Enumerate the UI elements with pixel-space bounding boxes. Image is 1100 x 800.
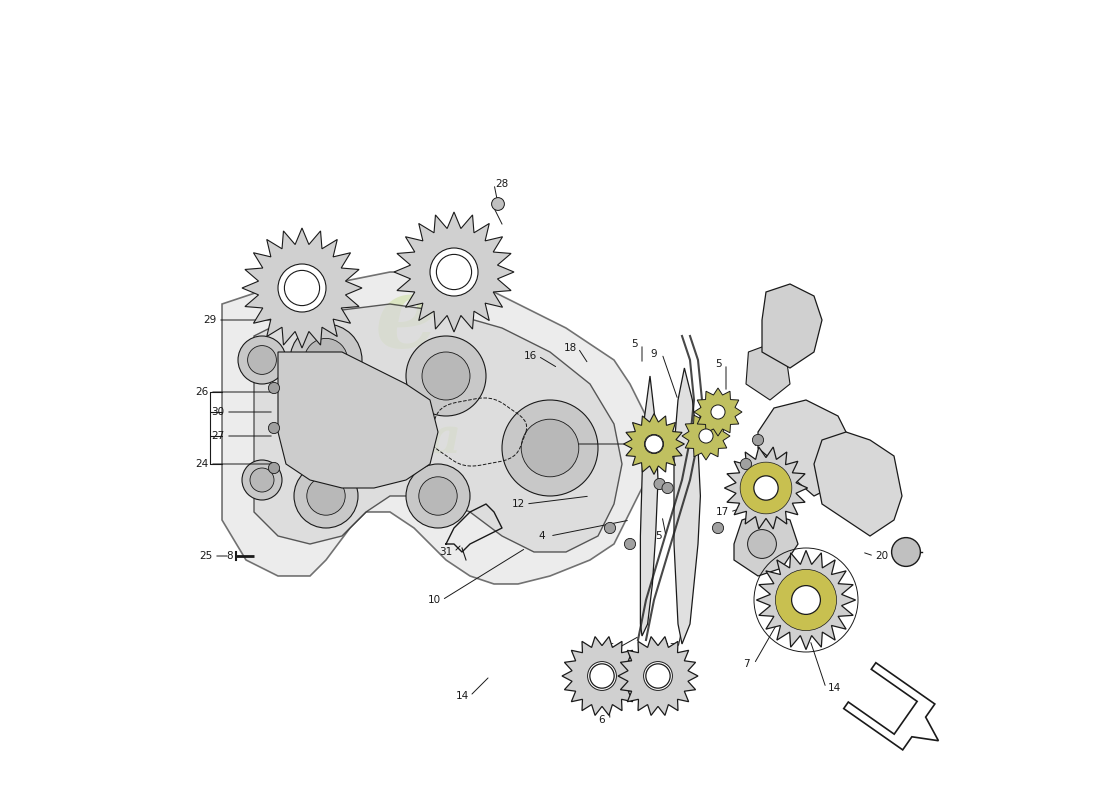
Circle shape	[248, 346, 276, 374]
Circle shape	[604, 522, 616, 534]
Circle shape	[285, 270, 320, 306]
Text: 4: 4	[539, 531, 546, 541]
Circle shape	[740, 458, 751, 470]
Circle shape	[250, 468, 274, 492]
Text: 16: 16	[524, 351, 537, 361]
Text: 18: 18	[563, 343, 576, 353]
Polygon shape	[682, 412, 730, 460]
Text: 6: 6	[598, 715, 605, 725]
Circle shape	[419, 477, 458, 515]
Circle shape	[294, 464, 358, 528]
Circle shape	[268, 422, 279, 434]
Polygon shape	[640, 376, 658, 636]
Circle shape	[713, 522, 724, 534]
Text: 20: 20	[876, 551, 889, 561]
Circle shape	[587, 662, 616, 690]
Polygon shape	[758, 400, 854, 496]
Circle shape	[492, 198, 505, 210]
Circle shape	[711, 405, 725, 419]
Circle shape	[406, 464, 470, 528]
Text: 5: 5	[630, 339, 637, 349]
Text: 5: 5	[715, 359, 722, 369]
Text: 2: 2	[559, 439, 565, 449]
Polygon shape	[725, 447, 807, 529]
Text: 14: 14	[827, 683, 840, 693]
Circle shape	[645, 434, 663, 454]
Text: 11: 11	[783, 419, 796, 429]
Text: a: a	[429, 415, 478, 465]
Circle shape	[752, 434, 763, 446]
Text: 7: 7	[742, 659, 749, 669]
Circle shape	[305, 338, 348, 382]
Circle shape	[646, 664, 670, 688]
Polygon shape	[757, 550, 856, 650]
Text: 19: 19	[864, 515, 877, 525]
Circle shape	[740, 462, 792, 514]
Circle shape	[406, 336, 486, 416]
Polygon shape	[844, 662, 938, 750]
Polygon shape	[674, 368, 701, 644]
Polygon shape	[624, 414, 684, 474]
Circle shape	[268, 462, 279, 474]
Text: 8: 8	[227, 551, 233, 561]
Circle shape	[278, 264, 326, 312]
Polygon shape	[734, 512, 798, 576]
Circle shape	[290, 324, 362, 396]
Text: 27: 27	[211, 431, 224, 441]
Circle shape	[748, 530, 777, 558]
Circle shape	[645, 435, 663, 453]
Polygon shape	[254, 304, 622, 552]
Polygon shape	[746, 344, 790, 400]
Polygon shape	[394, 212, 514, 332]
Text: 31: 31	[439, 547, 452, 557]
Text: 13: 13	[663, 643, 676, 653]
Circle shape	[698, 429, 713, 443]
Circle shape	[654, 478, 666, 490]
Text: 3: 3	[823, 459, 829, 469]
Text: 28: 28	[495, 179, 508, 189]
Text: 5: 5	[607, 643, 614, 653]
Circle shape	[892, 538, 921, 566]
Circle shape	[238, 336, 286, 384]
Circle shape	[776, 570, 837, 630]
Text: 14: 14	[455, 691, 469, 701]
Text: e: e	[374, 272, 438, 368]
Text: 12: 12	[512, 499, 525, 509]
Text: 30: 30	[211, 407, 224, 417]
Polygon shape	[694, 388, 743, 436]
Text: 24: 24	[196, 459, 209, 469]
Circle shape	[662, 482, 673, 494]
Circle shape	[437, 254, 472, 290]
Text: 29: 29	[204, 315, 217, 325]
Text: 25: 25	[199, 551, 212, 561]
Text: 5: 5	[759, 443, 766, 453]
Circle shape	[422, 352, 470, 400]
Text: 26: 26	[196, 387, 209, 397]
Polygon shape	[562, 637, 642, 715]
Circle shape	[430, 248, 478, 296]
Circle shape	[625, 538, 636, 550]
Circle shape	[590, 664, 614, 688]
Text: 15: 15	[776, 375, 789, 385]
Polygon shape	[278, 352, 438, 488]
Text: 5: 5	[654, 531, 661, 541]
Polygon shape	[762, 284, 822, 368]
Circle shape	[268, 382, 279, 394]
Circle shape	[754, 476, 778, 500]
Circle shape	[521, 419, 579, 477]
Text: 10: 10	[428, 595, 441, 605]
Circle shape	[307, 477, 345, 515]
Circle shape	[502, 400, 598, 496]
Polygon shape	[242, 228, 362, 348]
Polygon shape	[222, 272, 654, 584]
Polygon shape	[618, 637, 698, 715]
Circle shape	[792, 586, 821, 614]
Text: 17: 17	[715, 507, 728, 517]
Text: 9: 9	[651, 349, 658, 358]
Circle shape	[242, 460, 282, 500]
Polygon shape	[814, 432, 902, 536]
Circle shape	[644, 662, 672, 690]
